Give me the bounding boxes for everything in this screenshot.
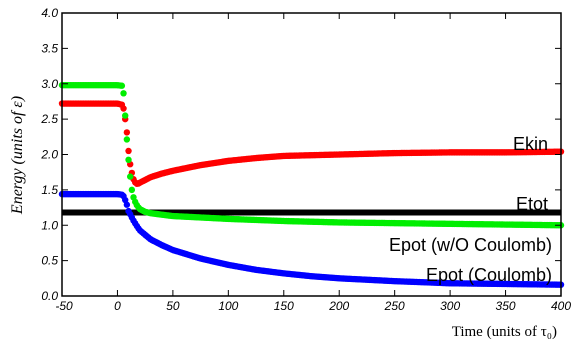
x-axis-label: Time (units of τ₀) bbox=[452, 324, 557, 340]
y-tick-label: 1.0 bbox=[41, 218, 58, 232]
y-tick-label: 3.0 bbox=[41, 77, 58, 91]
annotation-epot-coulomb: Epot (Coulomb) bbox=[426, 265, 552, 285]
data-point bbox=[123, 201, 131, 208]
annotation-etot: Etot bbox=[516, 194, 548, 214]
annotation-ekin: Ekin bbox=[513, 134, 548, 154]
series-ekin bbox=[58, 100, 565, 187]
x-tick-label: 200 bbox=[328, 299, 349, 313]
y-tick-label: 4.0 bbox=[41, 6, 58, 20]
x-tick-label: 100 bbox=[218, 299, 238, 313]
data-point bbox=[127, 173, 134, 180]
x-tick-label: 300 bbox=[440, 299, 460, 313]
y-tick-label: 1.5 bbox=[41, 183, 58, 197]
data-point bbox=[120, 90, 127, 97]
series-layer bbox=[58, 81, 565, 288]
x-tick-label: 350 bbox=[496, 299, 516, 313]
x-tick-label: 50 bbox=[166, 299, 180, 313]
annotation-epot-wo-coulomb: Epot (w/O Coulomb) bbox=[389, 235, 552, 255]
x-tick-label: 150 bbox=[274, 299, 294, 313]
y-tick-label: 2.5 bbox=[40, 112, 58, 126]
y-axis-label: Energy (units of ε) bbox=[9, 96, 26, 215]
y-tick-label: 3.5 bbox=[41, 41, 58, 55]
y-tick-label: 0.0 bbox=[41, 289, 58, 303]
data-point bbox=[120, 105, 127, 112]
data-point bbox=[125, 156, 132, 164]
data-point bbox=[128, 186, 136, 194]
series-epot-w-o-coulomb bbox=[58, 81, 565, 229]
x-tick-label: -50 bbox=[55, 299, 73, 313]
x-tick-label: 250 bbox=[384, 299, 405, 313]
y-tick-label: 2.0 bbox=[40, 148, 58, 162]
y-tick-label: 0.5 bbox=[41, 254, 58, 268]
data-point bbox=[125, 147, 132, 155]
data-point bbox=[123, 136, 131, 143]
series-epot-coulomb bbox=[58, 190, 565, 288]
data-point bbox=[118, 82, 126, 89]
x-tick-label: 400 bbox=[551, 299, 571, 313]
tick-layer: -50 0 50 100 150 200 250 300 350 400 0.0 0.5 1.0 1.5 2… bbox=[40, 6, 571, 313]
x-tick-label: 0 bbox=[114, 299, 121, 313]
data-point bbox=[122, 112, 129, 119]
data-point bbox=[123, 129, 131, 136]
